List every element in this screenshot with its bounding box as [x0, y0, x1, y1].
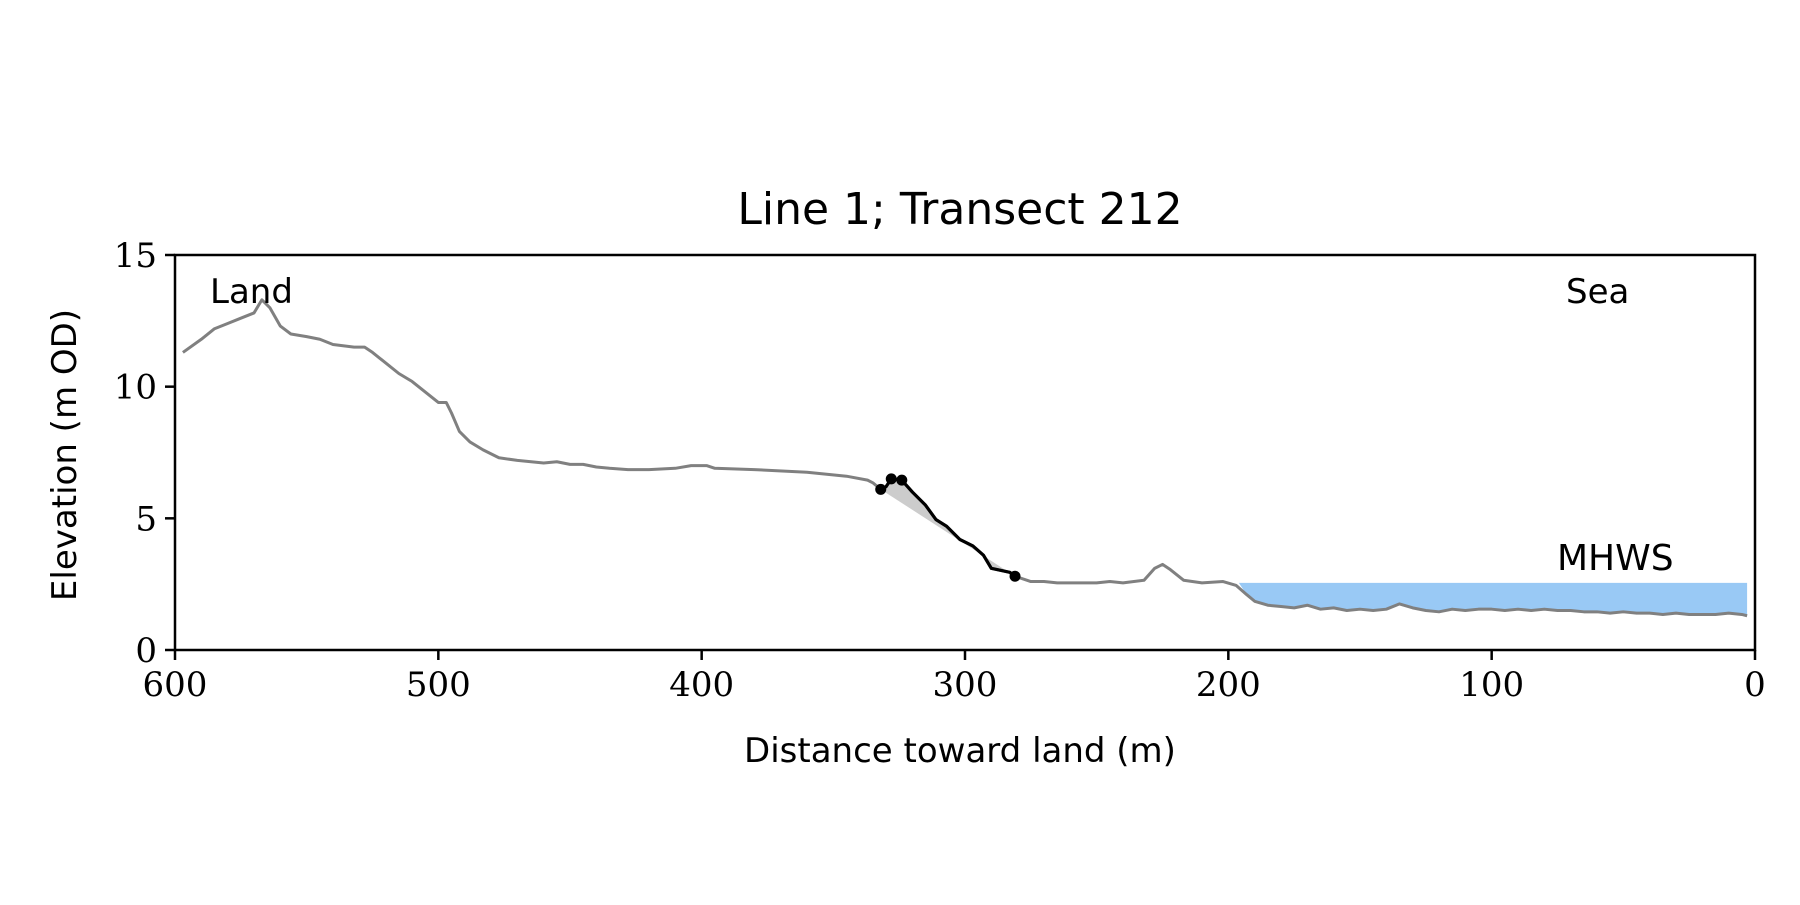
profile-line — [182, 298, 1748, 618]
cliff-marker-point — [885, 473, 897, 485]
sea-annotation: Sea — [1566, 272, 1629, 312]
x-tick-label: 100 — [1459, 665, 1524, 705]
cliff-marker-point — [1009, 570, 1021, 582]
cliff-marker-point — [875, 483, 887, 495]
x-tick-label: 300 — [933, 665, 998, 705]
y-tick-label: 10 — [114, 368, 157, 408]
x-axis-label: Distance toward land (m) — [744, 731, 1176, 771]
mhws-water-area — [1238, 582, 1748, 616]
y-tick-label: 15 — [114, 236, 157, 276]
land-annotation: Land — [210, 272, 293, 312]
cliff-marker-point — [896, 474, 908, 486]
x-tick-label: 400 — [669, 665, 734, 705]
x-tick-label: 0 — [1744, 665, 1766, 705]
x-tick-label: 600 — [143, 665, 208, 705]
x-tick-label: 200 — [1196, 665, 1261, 705]
x-tick-label: 500 — [406, 665, 471, 705]
y-tick-label: 0 — [135, 631, 157, 671]
y-axis-label: Elevation (m OD) — [45, 309, 85, 601]
y-tick-label: 5 — [135, 499, 157, 539]
mhws-annotation: MHWS — [1557, 538, 1674, 579]
chart-title: Line 1; Transect 212 — [737, 184, 1182, 235]
